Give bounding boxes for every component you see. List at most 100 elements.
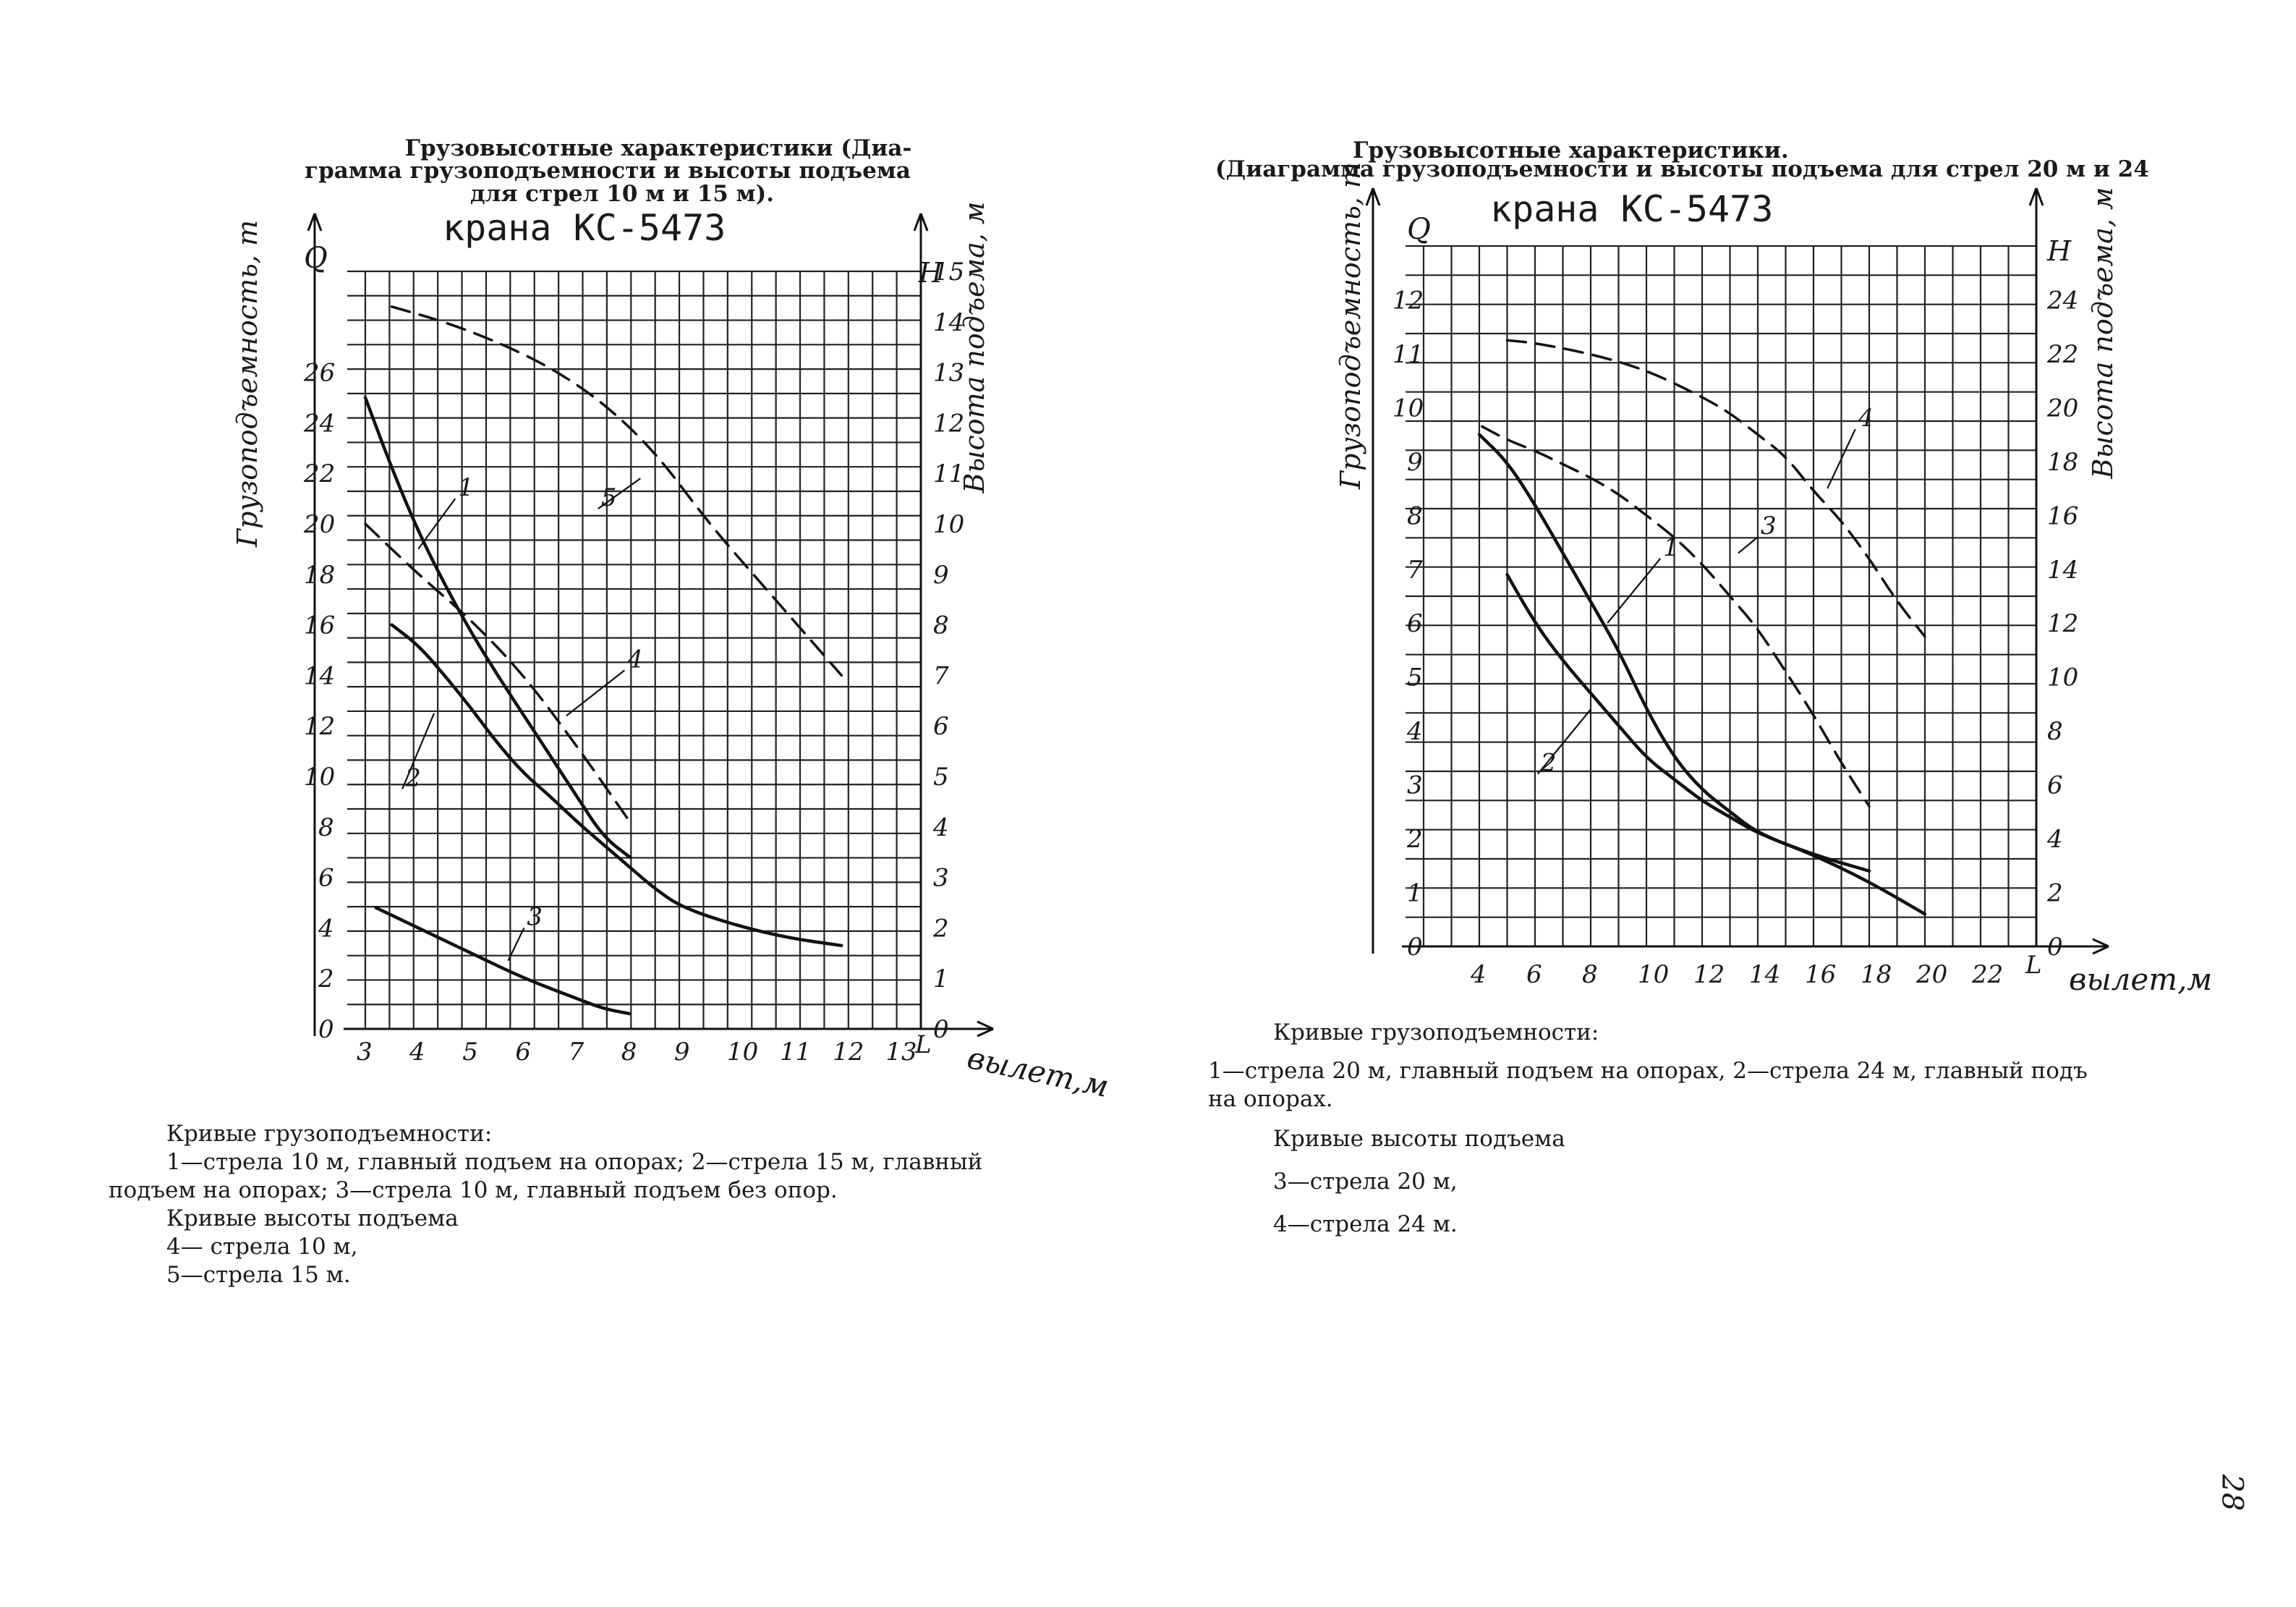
x-tick-label: 12: [1693, 960, 1725, 989]
y2-axis-letter: H: [2046, 235, 2072, 267]
y-tick-label: 8: [1407, 501, 1423, 530]
y-tick-label: 10: [1393, 394, 1424, 423]
y2-axis-title: Высота подъема, м: [958, 202, 990, 494]
left-caption-line: подъем на опорах; 3—стрела 10 м, главный…: [109, 1177, 838, 1203]
y-tick-label: 6: [318, 864, 334, 893]
x-axis-letter: L: [2025, 951, 2042, 980]
y2-tick-label: 9: [933, 561, 949, 590]
curve-1-label: 1: [1663, 533, 1679, 562]
y2-tick-label: 0: [2047, 933, 2063, 962]
y2-tick-label: 2: [2046, 879, 2063, 908]
y-axis-arrow: [307, 213, 323, 232]
curve-5-label: 5: [601, 483, 617, 512]
left-caption-line: Кривые высоты подъема: [166, 1205, 459, 1231]
x-tick-label: 11: [780, 1038, 811, 1067]
x-axis-title: вылет,м: [964, 1040, 1112, 1104]
y-tick-label: 14: [304, 661, 335, 690]
left-caption-line: 5—стрела 15 м.: [166, 1262, 351, 1288]
curve-4-label: 4: [626, 645, 643, 674]
y2-tick-label: 10: [933, 510, 964, 539]
y2-tick-label: 8: [933, 611, 949, 640]
x-tick-label: 18: [1861, 960, 1892, 989]
y2-tick-label: 8: [2047, 717, 2063, 746]
y2-tick-label: 7: [933, 661, 949, 690]
curve-3-leader: [507, 927, 525, 962]
curve-5-leader: [598, 478, 641, 509]
x-tick-label: 8: [1582, 960, 1598, 989]
y-tick-label: 2: [318, 964, 334, 993]
y2-tick-label: 3: [933, 864, 949, 893]
y-tick-label: 20: [303, 510, 335, 539]
y-tick-label: 11: [1393, 340, 1424, 369]
x-tick-label: 20: [1916, 960, 1947, 989]
y2-axis-arrow: [2028, 187, 2044, 206]
curve-2-leader: [401, 713, 435, 789]
y-axis-arrow: [1365, 187, 1381, 206]
curve-3: [1481, 425, 1871, 808]
right-caption-line: 4—стрела 24 м.: [1273, 1211, 1458, 1237]
x-tick-label: 22: [1971, 960, 2003, 989]
y-tick-label: 0: [318, 1015, 334, 1044]
right-caption-line: на опорах.: [1208, 1086, 1333, 1112]
left-caption-line: 1—стрела 10 м, главный подъем на опорах;…: [166, 1149, 983, 1175]
x-tick-label: 10: [1638, 960, 1669, 989]
curve-3: [374, 906, 632, 1016]
right-caption-line: Кривые высоты подъема: [1273, 1126, 1565, 1152]
y-axis-title: Грузоподъемность, т: [1335, 162, 1366, 490]
y-tick-label: 1: [1407, 879, 1423, 908]
y-tick-label: 9: [1407, 448, 1423, 477]
y2-tick-label: 15: [933, 258, 964, 287]
y-axis-title: Грузоподъемность, т: [231, 220, 263, 548]
curve-1: [363, 396, 632, 859]
y2-tick-label: 24: [2046, 286, 2078, 315]
x-tick-label: 7: [569, 1038, 584, 1067]
y2-tick-label: 6: [2047, 771, 2063, 800]
y-tick-label: 24: [303, 409, 335, 438]
x-axis-title: вылет,м: [2069, 962, 2212, 997]
y-tick-label: 4: [318, 914, 334, 943]
y2-tick-label: 18: [2047, 448, 2078, 477]
x-tick-label: 6: [515, 1038, 531, 1067]
curve-4: [364, 522, 632, 823]
left-crane-title: крана КС-5473: [443, 207, 726, 249]
x-tick-label: 8: [621, 1038, 637, 1067]
curve-3-label: 3: [1761, 512, 1777, 540]
y2-axis-title: Высота подъема, м: [2087, 187, 2119, 480]
x-tick-label: 10: [727, 1038, 758, 1067]
y-tick-label: 0: [1407, 933, 1423, 962]
y-tick-label: 3: [1407, 771, 1423, 800]
x-tick-label: 13: [885, 1038, 917, 1067]
right-title-line-1: Грузовысотные характеристики.: [1353, 137, 1789, 164]
curve-2: [1505, 572, 1927, 916]
page-number: 28: [2215, 1474, 2249, 1511]
y2-tick-label: 4: [2046, 825, 2063, 854]
y2-tick-label: 2: [932, 914, 949, 943]
curve-1-label: 1: [458, 473, 474, 502]
left-caption-line: 4— стрела 10 м,: [166, 1234, 358, 1260]
curve-2-label: 2: [1540, 749, 1557, 778]
y-tick-label: 12: [1393, 286, 1424, 315]
x-tick-label: 12: [833, 1038, 864, 1067]
right-caption-line: 3—стрела 20 м,: [1273, 1169, 1458, 1195]
y-tick-label: 6: [1407, 609, 1423, 638]
y2-tick-label: 0: [933, 1015, 949, 1044]
right-caption-line: Кривые грузоподъемности:: [1273, 1019, 1599, 1046]
y2-tick-label: 20: [2046, 394, 2078, 423]
y-tick-label: 22: [303, 459, 335, 488]
y-tick-label: 7: [1407, 556, 1423, 585]
curve-2: [390, 623, 843, 948]
x-axis-arrow: [2092, 938, 2109, 955]
y-tick-label: 26: [303, 359, 335, 388]
y2-tick-label: 22: [2046, 340, 2078, 369]
y2-tick-label: 11: [933, 459, 964, 488]
x-tick-label: 5: [462, 1038, 478, 1067]
right-crane-title: крана КС-5473: [1490, 188, 1774, 230]
y2-tick-label: 16: [2047, 501, 2078, 530]
y2-tick-label: 6: [933, 712, 949, 741]
x-axis-arrow: [977, 1020, 994, 1038]
y2-tick-label: 12: [933, 409, 964, 438]
left-title-line-1: Грузовысотные характеристики (Диа-: [404, 135, 912, 161]
y2-tick-label: 4: [932, 813, 949, 842]
x-tick-label: 9: [674, 1038, 690, 1067]
left-caption: Кривые грузоподъемности: 1—стрела 10 м, …: [109, 1120, 1194, 1289]
